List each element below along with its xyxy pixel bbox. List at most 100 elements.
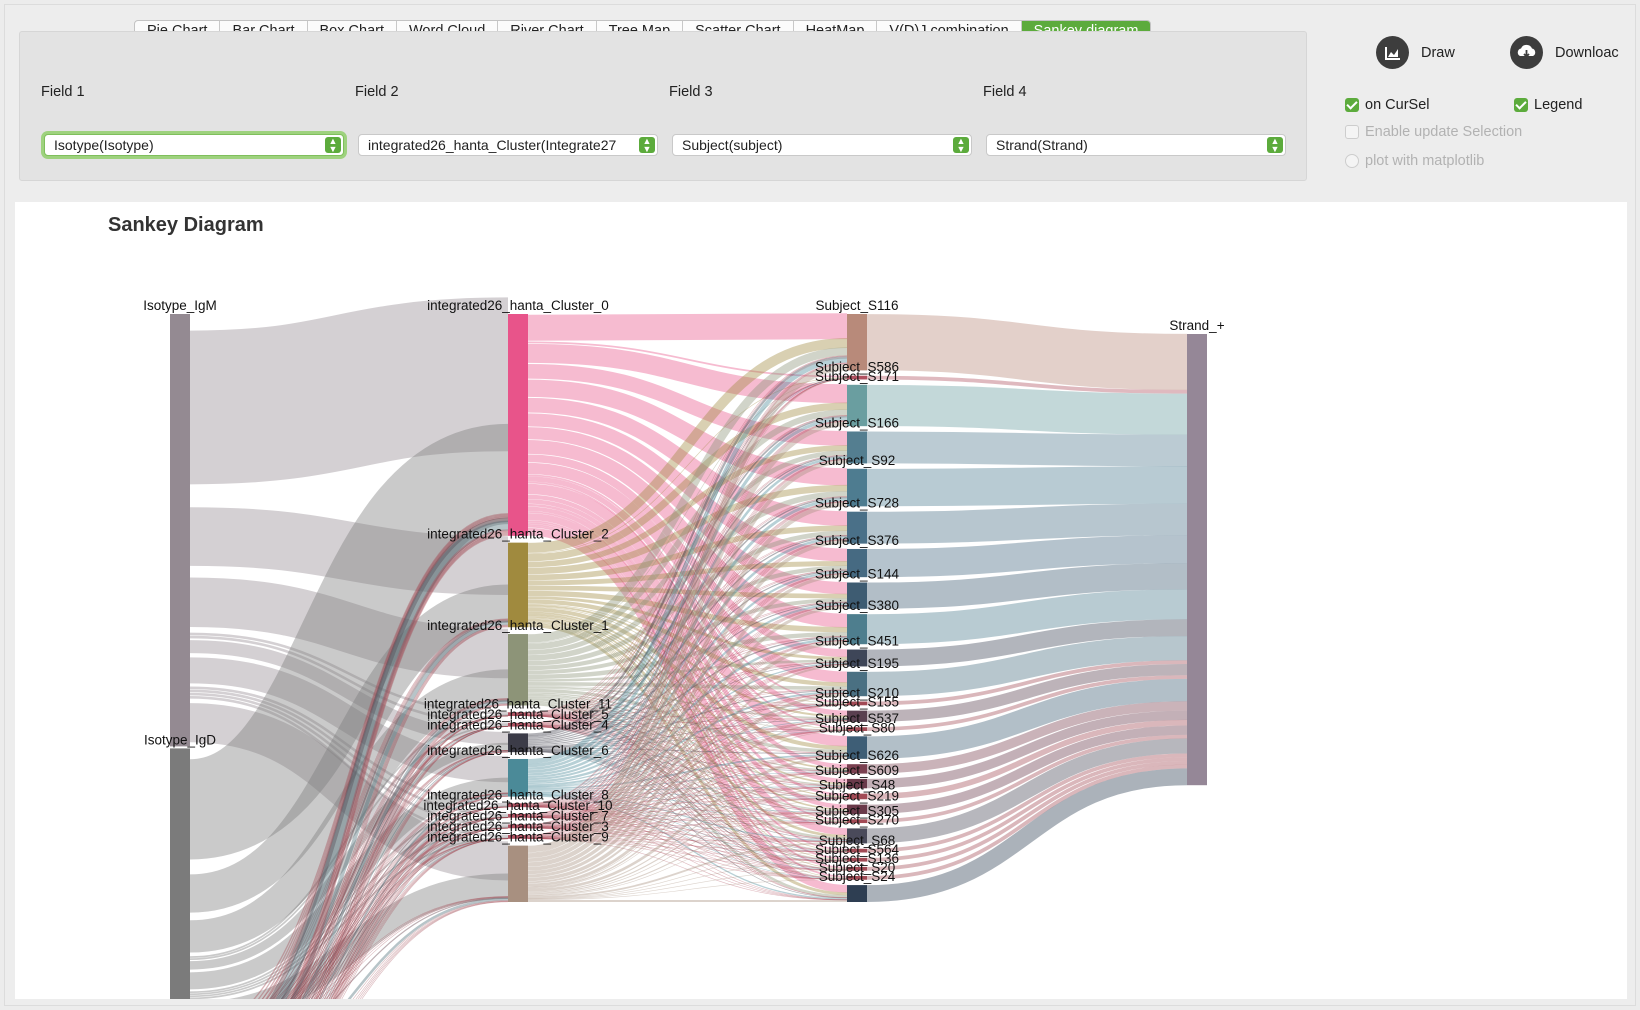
sankey-link[interactable]: [527, 792, 848, 842]
sankey-link[interactable]: [527, 749, 848, 799]
sankey-link[interactable]: [527, 363, 848, 836]
sankey-link[interactable]: [190, 901, 509, 999]
on-cursel-checkbox[interactable]: on CurSel: [1345, 97, 1429, 113]
sankey-link[interactable]: [190, 715, 509, 999]
enable-update-selection-checkbox[interactable]: Enable update Selection: [1345, 124, 1522, 140]
sankey-link[interactable]: [527, 714, 848, 720]
sankey-link[interactable]: [866, 760, 1188, 871]
sankey-link[interactable]: [189, 669, 509, 953]
sankey-link[interactable]: [527, 501, 848, 837]
sankey-link[interactable]: [527, 798, 848, 807]
sankey-link[interactable]: [190, 699, 509, 999]
sankey-node[interactable]: [847, 314, 867, 371]
sankey-link[interactable]: [189, 815, 509, 996]
sankey-link[interactable]: [527, 631, 848, 680]
sankey-link[interactable]: [866, 675, 1188, 731]
sankey-link[interactable]: [527, 379, 848, 486]
sankey-link[interactable]: [527, 747, 848, 755]
sankey-link[interactable]: [527, 696, 848, 812]
sankey-link[interactable]: [527, 690, 848, 787]
sankey-link[interactable]: [527, 476, 848, 716]
sankey-link[interactable]: [527, 355, 848, 713]
sankey-link[interactable]: [866, 719, 1188, 800]
sankey-link[interactable]: [527, 611, 848, 770]
sankey-link[interactable]: [866, 701, 1188, 774]
sankey-link[interactable]: [527, 605, 848, 827]
sankey-link[interactable]: [527, 511, 848, 821]
sankey-link[interactable]: [527, 697, 848, 823]
sankey-link[interactable]: [527, 362, 848, 804]
sankey-link[interactable]: [190, 619, 509, 999]
sankey-link[interactable]: [527, 621, 848, 852]
sankey-link[interactable]: [190, 838, 509, 999]
sankey-link[interactable]: [527, 378, 848, 854]
sankey-link[interactable]: [527, 624, 848, 896]
sankey-link[interactable]: [190, 827, 509, 999]
sankey-link[interactable]: [527, 561, 848, 586]
sankey-link[interactable]: [527, 596, 848, 660]
sankey-link[interactable]: [527, 786, 848, 792]
sankey-link[interactable]: [527, 720, 848, 818]
sankey-link[interactable]: [190, 827, 509, 999]
sankey-link[interactable]: [190, 817, 509, 999]
sankey-link[interactable]: [527, 841, 848, 898]
sankey-link[interactable]: [190, 715, 509, 999]
sankey-link[interactable]: [527, 599, 848, 687]
sankey-link[interactable]: [527, 420, 848, 815]
sankey-link[interactable]: [527, 827, 848, 853]
sankey-link[interactable]: [866, 375, 1188, 394]
sankey-link[interactable]: [527, 421, 848, 837]
sankey-link[interactable]: [527, 481, 848, 729]
sankey-link[interactable]: [189, 836, 509, 999]
sankey-link[interactable]: [190, 726, 509, 999]
sankey-link[interactable]: [527, 491, 848, 661]
sankey-node[interactable]: [508, 824, 528, 829]
sankey-link[interactable]: [190, 750, 509, 999]
sankey-link[interactable]: [189, 692, 509, 827]
sankey-link[interactable]: [190, 792, 509, 999]
sankey-link[interactable]: [527, 704, 848, 716]
sankey-link[interactable]: [866, 725, 1188, 814]
sankey-link[interactable]: [527, 520, 848, 851]
sankey-link[interactable]: [527, 501, 848, 816]
sankey-link[interactable]: [190, 700, 509, 999]
sankey-link[interactable]: [189, 742, 509, 970]
sankey-link[interactable]: [527, 415, 848, 714]
sankey-link[interactable]: [866, 768, 1188, 902]
sankey-link[interactable]: [527, 601, 848, 726]
sankey-link[interactable]: [527, 879, 848, 900]
sankey-node[interactable]: [508, 803, 528, 808]
sankey-link[interactable]: [527, 341, 848, 378]
sankey-link[interactable]: [190, 898, 509, 999]
sankey-link[interactable]: [527, 725, 848, 731]
sankey-link[interactable]: [189, 826, 509, 998]
sankey-node[interactable]: [847, 764, 867, 774]
sankey-link[interactable]: [190, 838, 509, 999]
sankey-link[interactable]: [527, 604, 848, 806]
sankey-link[interactable]: [527, 455, 848, 739]
sankey-link[interactable]: [189, 703, 509, 881]
sankey-link[interactable]: [190, 838, 509, 999]
sankey-link[interactable]: [527, 726, 848, 861]
sankey-link[interactable]: [527, 459, 848, 863]
sankey-link[interactable]: [190, 896, 509, 999]
sankey-link[interactable]: [527, 792, 848, 823]
sankey-link[interactable]: [527, 565, 848, 671]
sankey-link[interactable]: [190, 704, 509, 999]
sankey-link[interactable]: [527, 474, 848, 704]
sankey-link[interactable]: [527, 573, 848, 838]
sankey-link[interactable]: [527, 536, 848, 776]
sankey-link[interactable]: [190, 699, 509, 999]
sankey-link[interactable]: [190, 827, 509, 999]
sankey-link[interactable]: [190, 725, 509, 999]
sankey-link[interactable]: [190, 793, 509, 999]
sankey-link[interactable]: [527, 822, 848, 839]
sankey-link[interactable]: [527, 827, 848, 842]
sankey-link[interactable]: [527, 616, 848, 811]
sankey-link[interactable]: [527, 355, 848, 724]
sankey-link[interactable]: [527, 338, 848, 553]
sankey-link[interactable]: [527, 640, 848, 838]
sankey-link[interactable]: [527, 822, 848, 897]
sankey-link[interactable]: [190, 827, 509, 999]
sankey-link[interactable]: [527, 427, 848, 595]
